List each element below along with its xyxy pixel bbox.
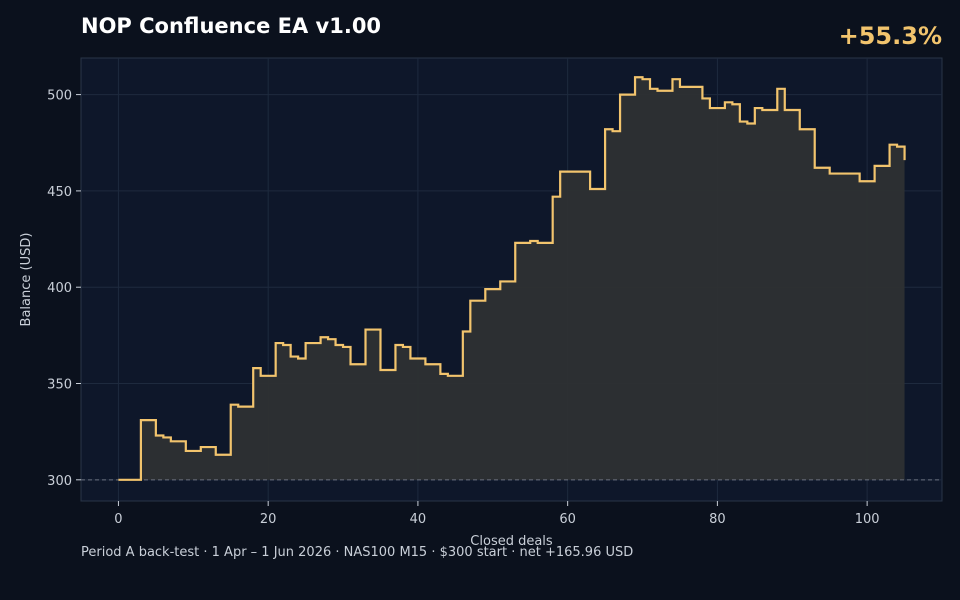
y-axis-label: Balance (USD) [19, 233, 34, 327]
x-axis-label: Closed deals [470, 534, 553, 549]
x-axis-ticks: 0 20 40 60 80 100 [114, 501, 880, 527]
y-tick-label: 400 [47, 281, 72, 296]
y-tick-label: 350 [47, 378, 72, 393]
chart-title: NOP Confluence EA v1.00 [81, 14, 382, 38]
x-tick-label: 40 [410, 512, 427, 527]
y-axis-ticks: 300 350 400 450 500 [47, 89, 81, 489]
x-tick-label: 20 [260, 512, 277, 527]
return-percentage: +55.3% [838, 22, 942, 50]
x-tick-label: 60 [559, 512, 576, 527]
y-tick-label: 500 [47, 89, 72, 104]
equity-line [118, 76, 906, 481]
y-tick-label: 300 [47, 474, 72, 489]
y-tick-label: 450 [47, 185, 72, 200]
backtest-caption: Period A back-test · 1 Apr – 1 Jun 2026 … [81, 545, 634, 560]
equity-fill [118, 77, 905, 480]
x-tick-label: 80 [709, 512, 726, 527]
x-tick-label: 0 [114, 512, 122, 527]
x-tick-label: 100 [855, 512, 880, 527]
